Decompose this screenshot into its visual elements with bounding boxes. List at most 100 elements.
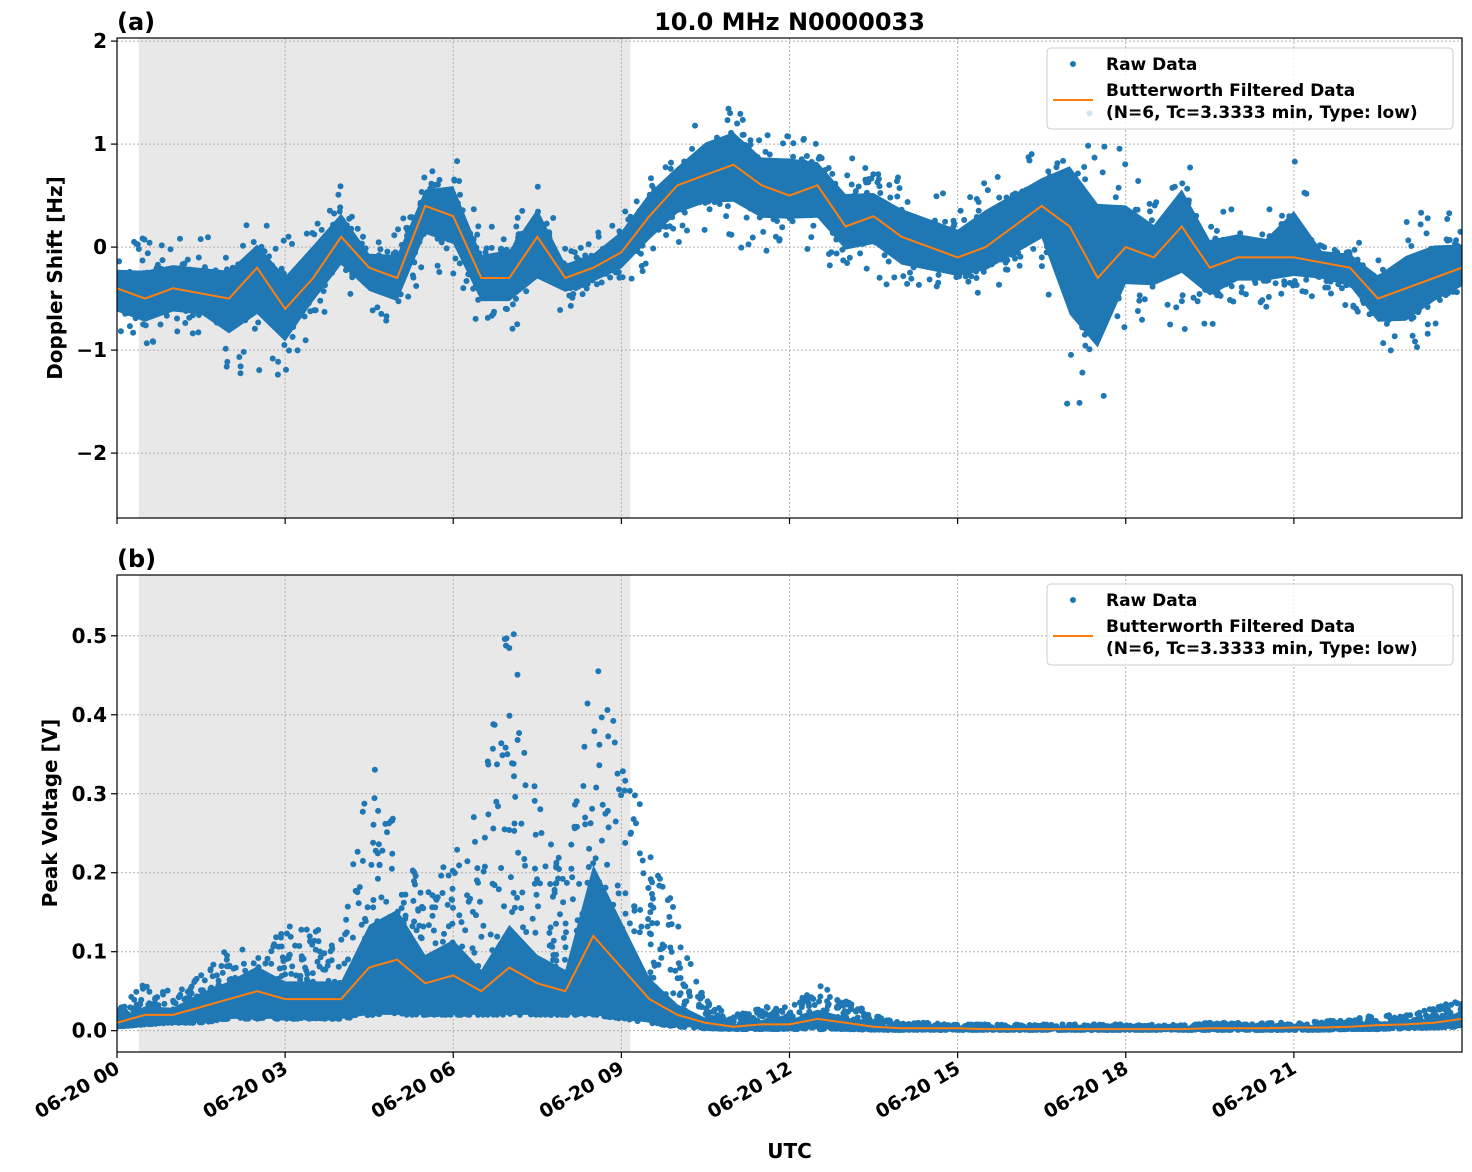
panel-label: (a): [117, 8, 155, 36]
raw-data-point: [1213, 227, 1220, 234]
raw-data-point: [547, 881, 554, 887]
raw-data-point: [458, 919, 465, 926]
raw-data-point: [1017, 253, 1024, 260]
raw-data-point: [996, 281, 1002, 288]
raw-data-point: [596, 741, 603, 748]
raw-data-point: [309, 230, 316, 236]
raw-data-point: [975, 207, 982, 214]
raw-data-point: [320, 288, 327, 295]
raw-data-point: [628, 275, 635, 282]
raw-data-point: [335, 963, 342, 970]
raw-data-point: [278, 265, 285, 272]
raw-data-point: [374, 875, 381, 882]
raw-data-point: [383, 317, 390, 324]
raw-data-point: [534, 183, 541, 190]
raw-data-point: [488, 223, 495, 230]
raw-data-point: [1457, 228, 1462, 235]
raw-data-point: [649, 895, 656, 902]
raw-data-point: [445, 872, 452, 879]
raw-data-point: [551, 886, 558, 893]
raw-data-point: [207, 967, 214, 974]
raw-data-point: [311, 937, 318, 944]
raw-data-point: [1228, 206, 1235, 213]
raw-data-point: [651, 962, 658, 969]
raw-data-point: [716, 201, 723, 207]
raw-data-point: [692, 122, 698, 129]
raw-data-point: [429, 168, 436, 175]
legend-raw-label: Raw Data: [1106, 55, 1197, 75]
raw-data-point: [728, 231, 735, 238]
raw-data-point: [164, 987, 171, 994]
raw-data-band: [117, 132, 1462, 348]
raw-data-point: [1457, 1006, 1462, 1013]
raw-data-point: [186, 314, 193, 321]
raw-data-point: [374, 304, 381, 311]
raw-data-point: [555, 854, 562, 861]
raw-data-point: [286, 347, 292, 354]
raw-data-point: [609, 222, 616, 229]
raw-data-point: [533, 891, 540, 898]
filtered-line: [117, 163, 1462, 311]
raw-data-point: [800, 135, 807, 142]
raw-data-point: [650, 245, 657, 252]
raw-data-point: [262, 960, 269, 967]
raw-data-point: [803, 153, 810, 159]
raw-data-point: [274, 371, 281, 378]
raw-data-point: [996, 194, 1003, 201]
raw-data-point: [236, 354, 243, 360]
raw-data-point: [894, 193, 901, 200]
raw-data-point: [469, 945, 476, 952]
raw-data-point: [825, 165, 832, 171]
raw-data-point: [1091, 154, 1098, 161]
raw-data-point: [804, 246, 811, 252]
raw-data-point: [513, 223, 520, 230]
raw-data-point: [279, 954, 286, 961]
raw-data-point: [481, 834, 488, 841]
raw-data-point: [808, 234, 815, 241]
raw-data-point: [583, 285, 590, 292]
raw-data-point: [816, 153, 823, 160]
raw-data-point: [475, 296, 482, 303]
raw-data-point: [1424, 330, 1431, 337]
raw-data-point: [557, 307, 564, 313]
raw-data-point: [371, 766, 378, 773]
raw-data-point: [784, 133, 791, 140]
raw-data-point: [1278, 290, 1285, 297]
raw-data-point: [610, 717, 617, 724]
raw-data-point: [642, 260, 649, 267]
raw-data-point: [1060, 157, 1067, 164]
raw-data-point: [965, 278, 972, 285]
raw-data-point: [288, 970, 295, 977]
raw-data-point: [195, 329, 202, 336]
raw-data-point: [724, 117, 731, 124]
raw-data-point: [1179, 292, 1186, 299]
raw-data-point: [318, 226, 325, 233]
raw-data-point: [255, 319, 262, 326]
raw-data-point: [561, 956, 568, 963]
raw-data-point: [648, 931, 654, 938]
raw-data-point: [463, 278, 470, 284]
raw-data-point: [1424, 215, 1431, 222]
raw-data-point: [666, 913, 673, 920]
raw-data-point: [1321, 244, 1328, 251]
raw-data-point: [1356, 239, 1363, 246]
raw-data-point: [725, 105, 732, 112]
raw-data-point: [1414, 344, 1420, 351]
raw-data-point: [482, 249, 489, 256]
raw-data-point: [498, 740, 505, 747]
raw-data-point: [159, 257, 166, 264]
raw-data-point: [1064, 400, 1071, 407]
raw-data-point: [1432, 320, 1439, 327]
raw-data-point: [243, 222, 250, 229]
raw-data-point: [269, 355, 276, 362]
raw-data-point: [593, 281, 600, 288]
raw-data-point: [429, 912, 436, 919]
raw-data-point: [409, 923, 416, 930]
raw-data-point: [1074, 170, 1081, 177]
raw-data-point: [134, 241, 141, 248]
raw-data-point: [335, 191, 342, 198]
raw-data-point: [1135, 178, 1142, 184]
raw-data-point: [146, 239, 153, 246]
raw-data-point: [523, 288, 530, 295]
raw-data-point: [1045, 168, 1052, 175]
